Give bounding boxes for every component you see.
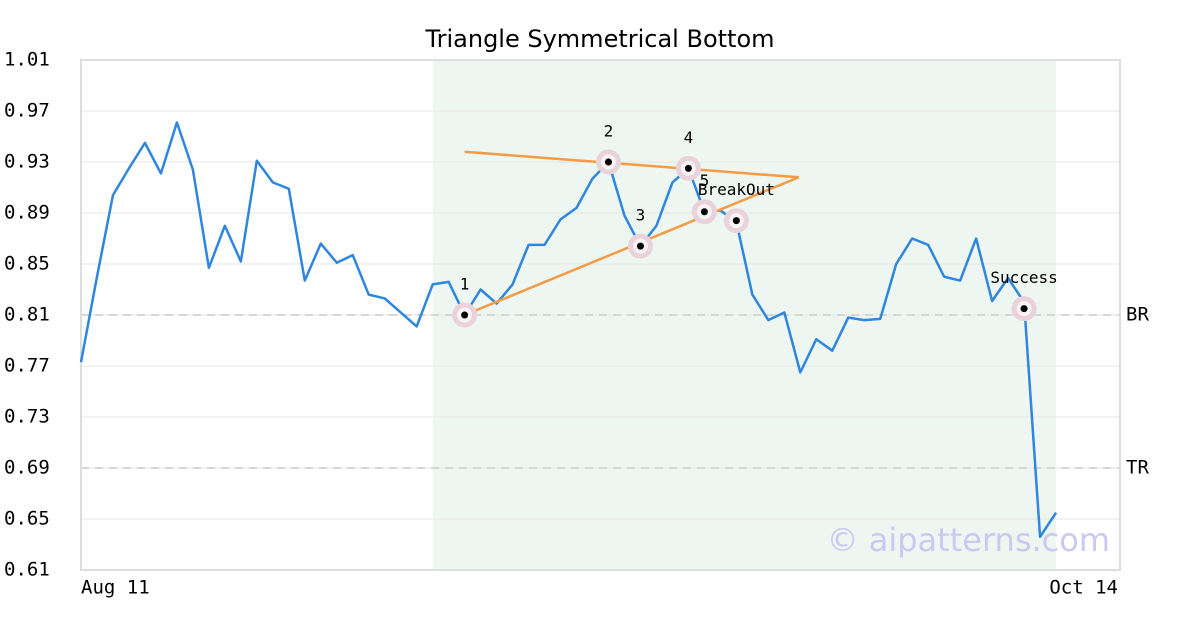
- point-dot: [636, 242, 644, 250]
- x-tick-label: Oct 14: [1049, 577, 1118, 599]
- y-tick-label: 0.81: [4, 304, 50, 326]
- y-tick-label: 0.85: [4, 253, 50, 275]
- point-label: 1: [460, 275, 470, 294]
- point-dot: [700, 208, 708, 216]
- price-line: [79, 121, 1058, 539]
- point-dot: [461, 311, 469, 319]
- y-tick-label: 0.89: [4, 202, 50, 224]
- y-tick-label: 0.93: [4, 151, 50, 173]
- x-tick-label: Aug 11: [81, 577, 150, 599]
- y-tick-label: 0.77: [4, 355, 50, 377]
- y-tick-label: 0.65: [4, 508, 50, 530]
- point-dot: [732, 217, 740, 225]
- y-tick-label: 0.97: [4, 100, 50, 122]
- point-label: 3: [636, 206, 646, 225]
- point-dot: [604, 158, 612, 166]
- chart-title: Triangle Symmetrical Bottom: [424, 25, 774, 53]
- point-label: BreakOut: [698, 180, 775, 199]
- y-tick-label: 0.69: [4, 457, 50, 479]
- level-label: TR: [1126, 457, 1149, 479]
- point-label: 4: [684, 128, 694, 147]
- point-label: 2: [604, 122, 614, 141]
- watermark: © aipatterns.com: [827, 521, 1110, 559]
- point-dot: [1020, 305, 1028, 313]
- y-tick-label: 1.01: [4, 49, 50, 71]
- plot-frame: [80, 59, 1121, 571]
- trendline: [464, 150, 799, 179]
- point-dot: [684, 164, 692, 172]
- point-label: Success: [990, 268, 1057, 287]
- level-label: BR: [1126, 304, 1149, 326]
- y-tick-label: 0.61: [4, 559, 50, 581]
- point-label: 5: [700, 171, 710, 190]
- y-tick-label: 0.73: [4, 406, 50, 428]
